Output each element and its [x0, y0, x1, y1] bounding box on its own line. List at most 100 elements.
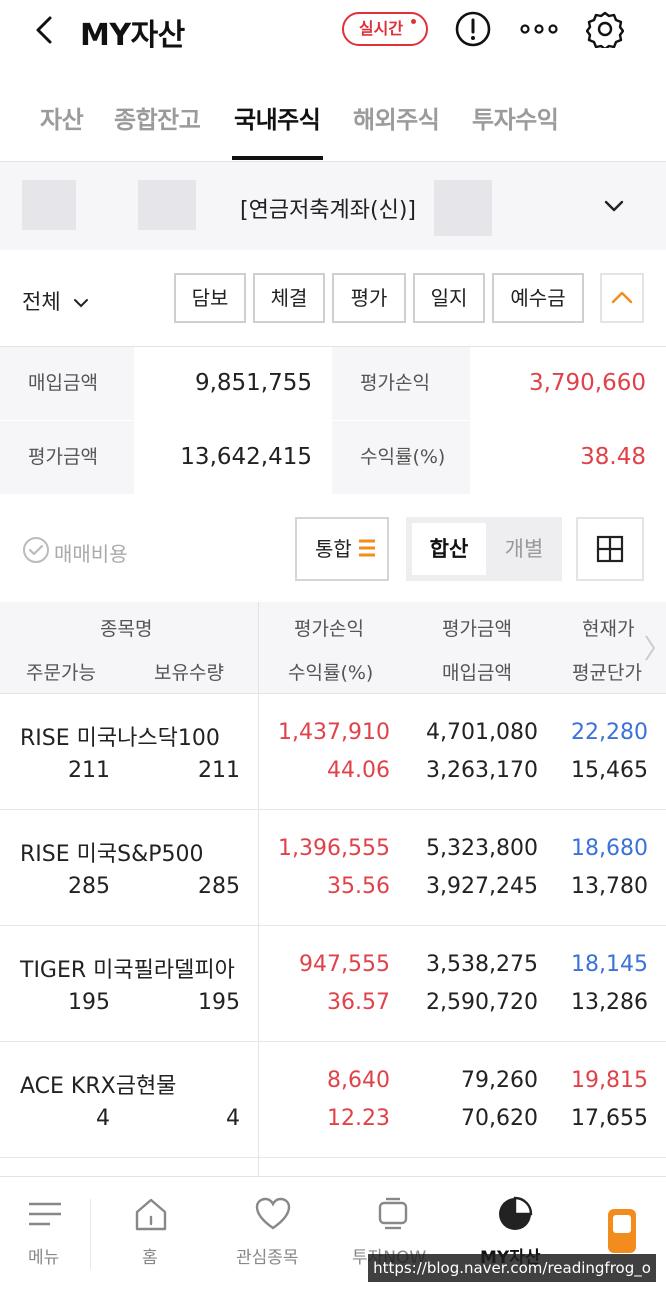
holding-qty: 195 — [198, 990, 240, 1015]
chevron-down-icon[interactable] — [600, 194, 628, 218]
back-icon[interactable] — [30, 14, 62, 46]
nav-app-shortcut[interactable] — [586, 1177, 656, 1292]
collapse-button[interactable] — [600, 273, 644, 323]
return-rate: 36.57 — [327, 990, 390, 1015]
check-circle-icon[interactable] — [22, 536, 50, 564]
tab-foreign-stocks[interactable]: 해외주식 — [353, 106, 440, 134]
chevron-right-icon[interactable] — [642, 632, 658, 664]
more-icon[interactable] — [520, 10, 558, 48]
menu-icon — [29, 1202, 61, 1226]
nav-home[interactable]: 홈 — [100, 1177, 200, 1292]
table-row[interactable]: ACE KRX금현물 4 4 8,640 12.23 79,260 70,620… — [0, 1042, 666, 1158]
profit-loss: 1,437,910 — [278, 720, 390, 745]
eval-amount: 4,701,080 — [426, 720, 538, 745]
nav-watchlist-label: 관심종목 — [236, 1248, 299, 1268]
settings-icon[interactable] — [586, 10, 624, 48]
col-avg-price: 평균단가 — [572, 662, 642, 684]
scope-select[interactable]: 전체 — [22, 286, 89, 316]
realtime-dot — [411, 19, 416, 24]
holding-qty: 211 — [198, 758, 240, 783]
pie-chart-icon — [499, 1196, 533, 1230]
return-rate-label: 수익률(%) — [332, 421, 470, 494]
integrated-button[interactable]: 통합 — [295, 517, 389, 581]
grid-view-button[interactable] — [576, 517, 644, 581]
purchase-amount: 3,263,170 — [426, 758, 538, 783]
scope-label: 전체 — [22, 290, 61, 314]
eval-amount-label: 평가금액 — [0, 421, 134, 494]
table-row[interactable]: RISE 미국S&P500 285 285 1,396,555 35.56 5,… — [0, 810, 666, 926]
app-header: MY자산 실시간 — [0, 0, 666, 62]
execution-button[interactable]: 체결 — [253, 273, 325, 323]
tab-assets[interactable]: 자산 — [40, 106, 84, 134]
col-stock-name: 종목명 — [100, 618, 153, 640]
holding-qty: 4 — [226, 1106, 240, 1131]
valuation-button[interactable]: 평가 — [332, 273, 406, 323]
redacted-block — [22, 180, 76, 230]
purchase-amount: 2,590,720 — [426, 990, 538, 1015]
holdings-table-header: 종목명 주문가능 보유수량 평가손익 수익률(%) 평가금액 매입금액 현재가 … — [0, 602, 666, 694]
eval-amount-value: 13,642,415 — [134, 421, 332, 494]
integrated-label: 통합 — [315, 537, 352, 561]
collateral-button[interactable]: 담보 — [174, 273, 246, 323]
return-rate-value: 38.48 — [470, 421, 666, 494]
eval-amount: 3,538,275 — [426, 952, 538, 977]
return-rate: 12.23 — [327, 1106, 390, 1131]
alert-icon[interactable] — [454, 10, 492, 48]
individual-option[interactable]: 개별 — [504, 537, 544, 561]
aggregate-option[interactable]: 합산 — [412, 523, 486, 575]
col-eval-amount: 평가금액 — [442, 618, 512, 640]
nav-menu[interactable]: 메뉴 — [0, 1177, 90, 1292]
table-divider — [258, 602, 259, 1176]
trading-fee-label[interactable]: 매매비용 — [54, 542, 128, 566]
account-selector[interactable]: [연금저축계좌(신)] — [0, 162, 666, 250]
watermark: https://blog.naver.com/readingfrog_o — [368, 1254, 656, 1282]
grid-icon — [596, 535, 624, 563]
heart-icon — [255, 1197, 291, 1230]
col-orderable: 주문가능 — [26, 662, 96, 684]
nav-watchlist[interactable]: 관심종목 — [222, 1177, 322, 1292]
realtime-label: 실시간 — [358, 19, 404, 38]
col-current-price: 현재가 — [582, 618, 635, 640]
options-row: 매매비용 통합 합산 개별 — [0, 494, 666, 602]
profit-loss-label: 평가손익 — [332, 347, 470, 420]
phone-app-icon — [608, 1209, 636, 1253]
col-holding-qty: 보유수량 — [154, 662, 224, 684]
nav-menu-label: 메뉴 — [28, 1248, 60, 1268]
account-name: [연금저축계좌(신)] — [240, 198, 417, 223]
purchase-amount-value: 9,851,755 — [134, 347, 332, 420]
purchase-amount: 70,620 — [461, 1106, 538, 1131]
realtime-badge[interactable]: 실시간 — [342, 12, 428, 46]
stock-name: TIGER 미국필라델피아 — [20, 958, 235, 983]
filter-row: 전체 담보 체결 평가 일지 예수금 — [0, 250, 666, 346]
current-price: 22,280 — [571, 720, 648, 745]
tab-balance[interactable]: 종합잔고 — [114, 106, 201, 134]
journal-button[interactable]: 일지 — [413, 273, 485, 323]
redacted-block — [138, 180, 196, 230]
table-row[interactable]: TIGER 미국필라델피아 195 195 947,555 36.57 3,53… — [0, 926, 666, 1042]
avg-price: 17,655 — [571, 1106, 648, 1131]
summary-grid: 매입금액 9,851,755 평가손익 3,790,660 평가금액 13,64… — [0, 346, 666, 494]
active-tab-indicator — [232, 156, 323, 160]
col-purchase-amount: 매입금액 — [442, 662, 512, 684]
current-price: 18,680 — [571, 836, 648, 861]
purchase-amount: 3,927,245 — [426, 874, 538, 899]
deposit-button[interactable]: 예수금 — [492, 273, 584, 323]
stock-name: ACE KRX금현물 — [20, 1074, 177, 1099]
table-row[interactable]: RISE 미국나스닥100 211 211 1,437,910 44.06 4,… — [0, 694, 666, 810]
profit-loss: 947,555 — [299, 952, 390, 977]
tab-investment-return[interactable]: 투자수익 — [472, 106, 559, 134]
tab-domestic-stocks[interactable]: 국내주식 — [234, 106, 321, 134]
stock-name: RISE 미국S&P500 — [20, 842, 204, 867]
orderable-qty: 195 — [68, 990, 110, 1015]
list-lines-icon — [359, 539, 375, 557]
purchase-amount-label: 매입금액 — [0, 347, 134, 420]
profit-loss: 1,396,555 — [278, 836, 390, 861]
profit-loss-value: 3,790,660 — [470, 347, 666, 420]
home-icon — [135, 1198, 167, 1231]
orderable-qty: 285 — [68, 874, 110, 899]
chevron-down-icon — [74, 299, 89, 308]
avg-price: 13,286 — [571, 990, 648, 1015]
return-rate: 44.06 — [327, 758, 390, 783]
orderable-qty: 4 — [96, 1106, 110, 1131]
tv-icon — [378, 1197, 408, 1230]
